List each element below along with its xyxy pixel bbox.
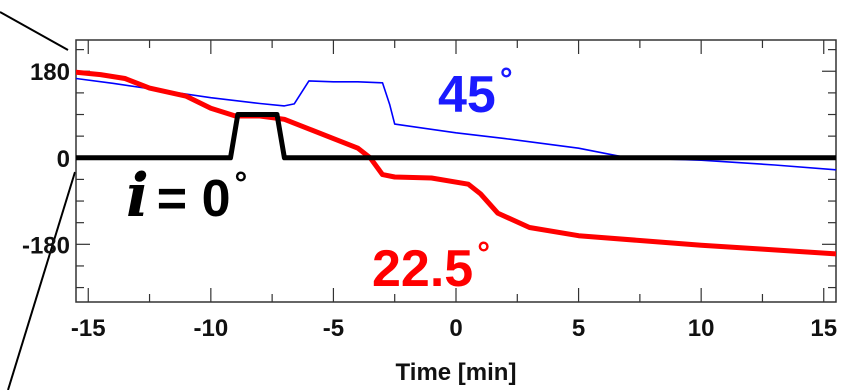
x-axis-title: Time [min] (396, 359, 517, 386)
label-22-5-deg: 22.5 ° (372, 235, 490, 298)
x-tick-label: 15 (810, 315, 837, 342)
x-tick-label: 5 (572, 315, 585, 342)
x-tick-label: 10 (688, 315, 715, 342)
series-group (76, 69, 836, 257)
y-tick-label: 180 (30, 59, 70, 86)
x-tick-label: 0 (449, 315, 462, 342)
label-i-0-deg: i = 0 ° (126, 161, 247, 231)
x-tick-label: -5 (323, 315, 344, 342)
y-tick-label: 0 (57, 146, 70, 173)
y-tick-label: -180 (22, 232, 70, 259)
zoom-connector-bottom (7, 171, 76, 390)
x-tick-label: -10 (193, 315, 228, 342)
series-line (76, 112, 836, 161)
label-45-deg: 45 ° (438, 61, 513, 124)
x-tick-labels: -15 -10 -5 0 5 10 15 (71, 315, 837, 342)
y-tick-labels: 180 0 -180 (22, 59, 70, 259)
x-tick-label: -15 (71, 315, 106, 342)
zoom-connector-top (0, 11, 69, 51)
plot-frame (75, 39, 837, 303)
